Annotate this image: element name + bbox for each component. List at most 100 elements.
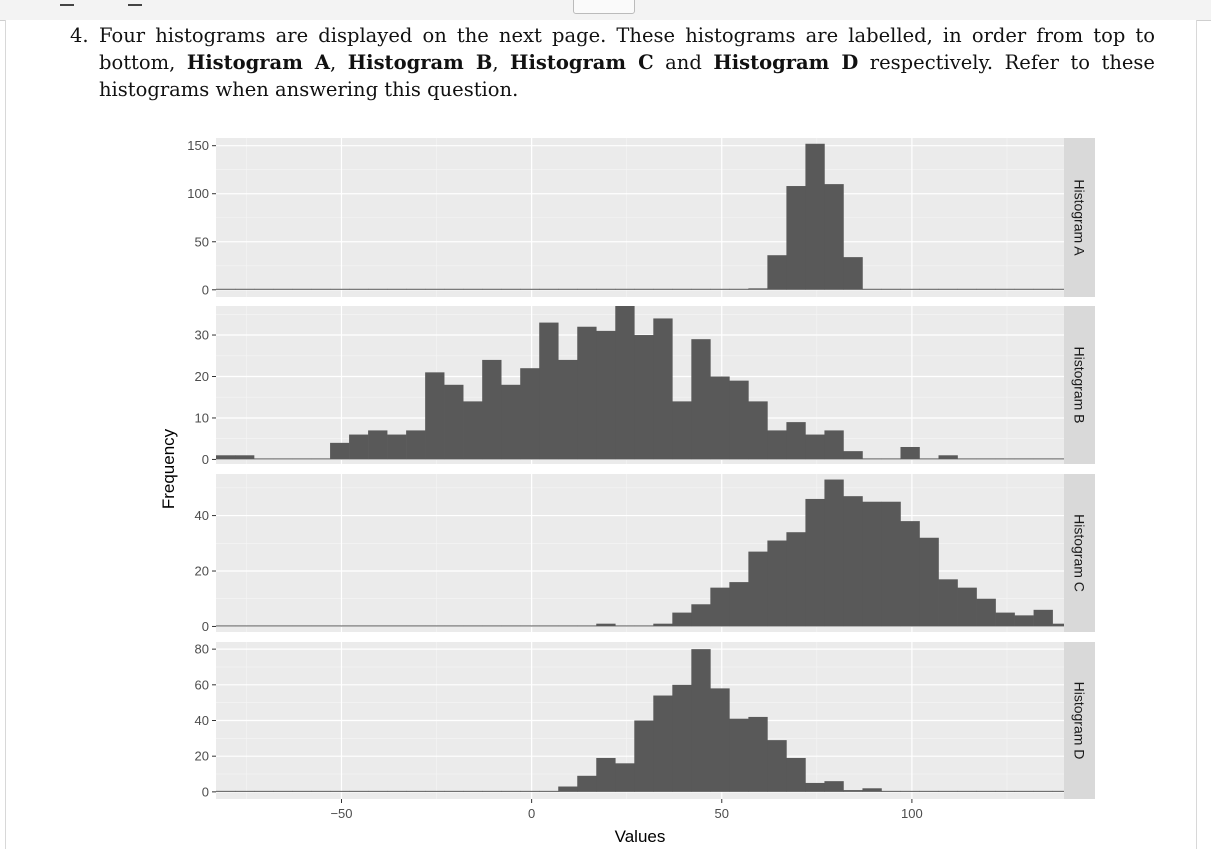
question-text-part: respectively. Refer to these histograms … xyxy=(99,51,1155,101)
histogram-bar xyxy=(729,718,749,792)
histogram-bar xyxy=(672,401,692,460)
histogram-bar xyxy=(976,790,996,792)
histogram-bar xyxy=(862,288,882,290)
histogram-bar xyxy=(1052,458,1072,460)
question-text-part: , xyxy=(492,51,511,74)
histogram-bar xyxy=(254,625,274,627)
histogram-bar xyxy=(273,790,293,792)
histogram-bar xyxy=(273,458,293,460)
histogram-bar xyxy=(520,368,540,460)
histogram-bar xyxy=(615,763,635,792)
histogram-bar xyxy=(482,790,502,792)
histogram-bar xyxy=(843,790,863,792)
histogram-bar xyxy=(311,288,331,290)
histogram-bar xyxy=(368,288,388,290)
histogram-bar xyxy=(957,288,977,290)
x-tick-label: 0 xyxy=(528,806,535,821)
y-axis-title: Frequency xyxy=(159,428,178,509)
histogram-bar xyxy=(653,695,673,792)
y-tick-label: 0 xyxy=(202,784,209,799)
histogram-bar xyxy=(1014,790,1034,792)
histogram-bar xyxy=(1014,615,1034,627)
histogram-bar xyxy=(216,790,236,792)
histogram-bar xyxy=(596,757,616,792)
histogram-bar xyxy=(482,625,502,627)
y-tick-label: 20 xyxy=(195,749,209,764)
y-tick-label: 10 xyxy=(195,410,209,425)
histogram-bar xyxy=(691,604,711,627)
page-number-box[interactable] xyxy=(573,0,635,14)
histogram-bar xyxy=(387,288,407,290)
histogram-bar xyxy=(463,790,483,792)
question-text-part: Four histograms are displayed on the nex… xyxy=(99,24,1155,74)
toolbar-icon[interactable] xyxy=(60,0,74,6)
histogram-bar xyxy=(539,322,559,460)
x-tick-label: 100 xyxy=(901,806,923,821)
histogram-bar xyxy=(273,288,293,290)
histogram-bar xyxy=(843,496,863,627)
histogram-bar xyxy=(767,430,787,460)
histogram-bar xyxy=(311,458,331,460)
histogram-bar xyxy=(292,790,312,792)
histogram-bar xyxy=(577,775,597,792)
label-histogram-c: Histogram C xyxy=(510,51,654,74)
histogram-bar xyxy=(748,288,768,290)
histogram-bar xyxy=(710,288,730,290)
histogram-bar xyxy=(900,288,920,290)
histogram-bar xyxy=(539,625,559,627)
histogram-bar xyxy=(938,288,958,290)
histogram-bar xyxy=(843,451,863,460)
histogram-bar xyxy=(881,458,901,460)
histogram-bar xyxy=(767,255,787,290)
y-tick-label: 20 xyxy=(195,369,209,384)
histogram-bar xyxy=(824,781,844,792)
histogram-bar xyxy=(330,442,350,460)
histogram-bar xyxy=(1014,458,1034,460)
question-number: 4. xyxy=(70,24,89,47)
histogram-bar xyxy=(881,501,901,627)
y-tick-label: 0 xyxy=(202,282,209,297)
histogram-bar xyxy=(292,458,312,460)
question-4: 4. Four histograms are displayed on the … xyxy=(70,22,1155,103)
histogram-bar xyxy=(520,790,540,792)
histogram-bar xyxy=(292,288,312,290)
histogram-bar xyxy=(976,458,996,460)
label-histogram-a: Histogram A xyxy=(186,51,331,74)
question-text-part: , xyxy=(330,51,348,74)
histogram-bar xyxy=(501,790,521,792)
histogram-bar xyxy=(653,288,673,290)
histogram-bar xyxy=(235,625,255,627)
toolbar-icon[interactable] xyxy=(128,0,142,6)
histogram-bar xyxy=(995,790,1015,792)
histogram-bar xyxy=(558,288,578,290)
histogram-bar xyxy=(463,288,483,290)
histogram-bar xyxy=(995,458,1015,460)
y-tick-label: 100 xyxy=(187,186,209,201)
histogram-bar xyxy=(729,288,749,290)
histogram-bar xyxy=(786,757,806,792)
histogram-bar xyxy=(501,625,521,627)
histogram-bar xyxy=(596,623,616,627)
histogram-bar xyxy=(463,401,483,460)
histogram-bar xyxy=(881,790,901,792)
histogram-bar xyxy=(881,288,901,290)
histogram-bar xyxy=(596,288,616,290)
histogram-bar xyxy=(653,318,673,460)
histogram-bar xyxy=(957,790,977,792)
histogram-bar xyxy=(710,587,730,627)
x-tick-label: 50 xyxy=(715,806,729,821)
histogram-bar xyxy=(368,790,388,792)
histogram-bar xyxy=(710,688,730,792)
histogram-bar xyxy=(900,446,920,460)
histogram-bar xyxy=(539,790,559,792)
histogram-bar xyxy=(520,625,540,627)
histogram-bar xyxy=(596,330,616,460)
y-tick-label: 0 xyxy=(202,452,209,467)
histogram-bar xyxy=(938,455,958,460)
histogram-bar xyxy=(748,551,768,627)
histogram-bar xyxy=(691,288,711,290)
histogram-bar xyxy=(786,422,806,460)
histogram-bar xyxy=(900,790,920,792)
histogram-bar xyxy=(482,288,502,290)
